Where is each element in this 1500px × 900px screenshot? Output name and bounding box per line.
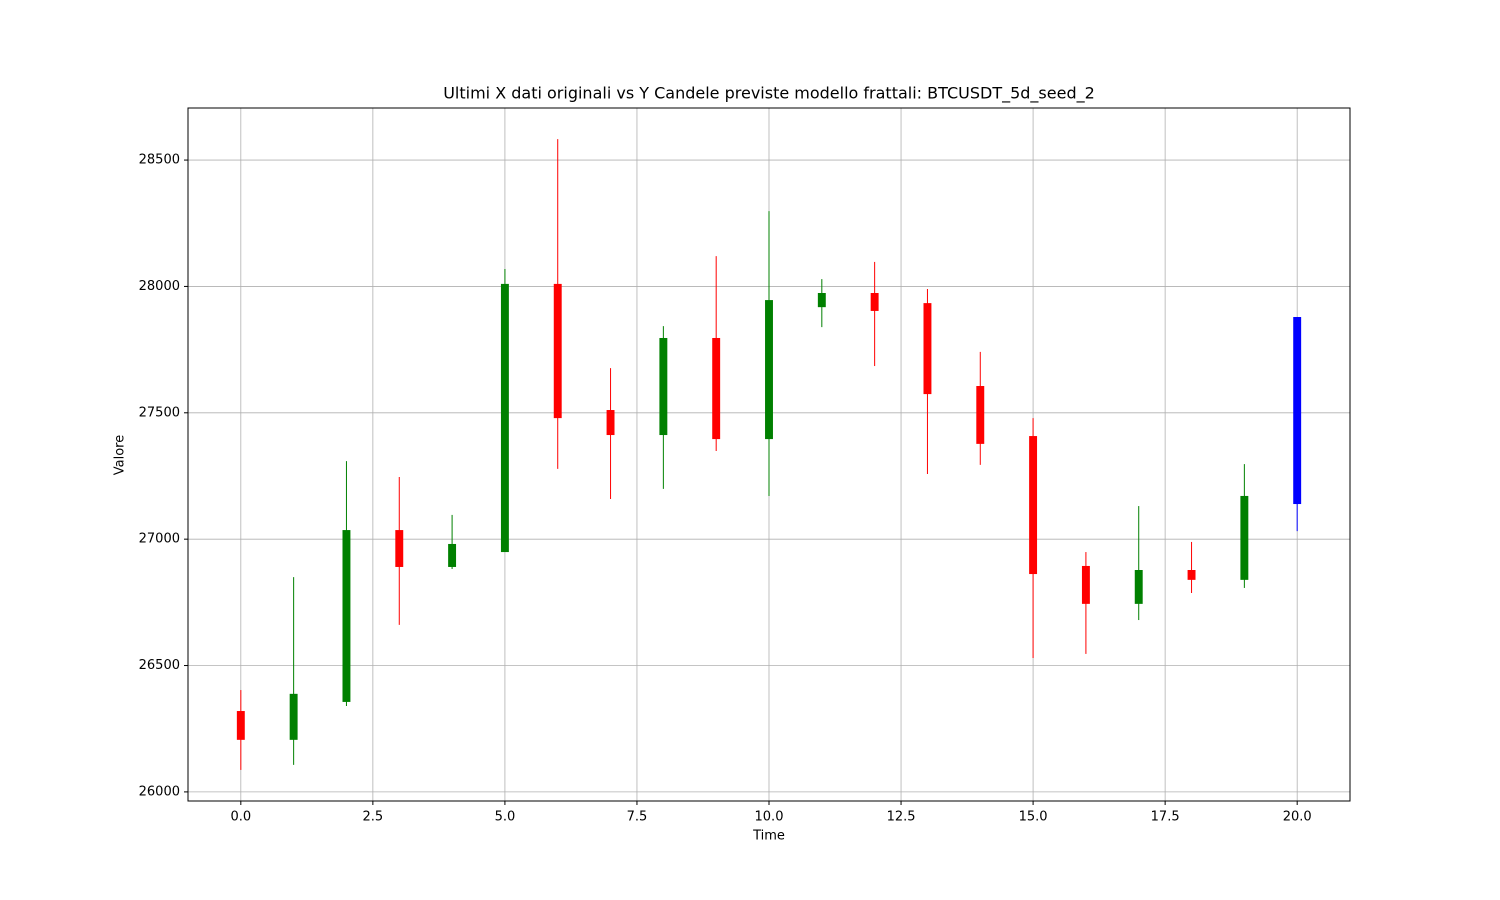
candle-body (1240, 495, 1249, 580)
x-tick-label: 20.0 (1283, 810, 1312, 825)
candle-body (395, 530, 404, 567)
candle-body (606, 410, 615, 436)
candle-body (712, 337, 721, 440)
candle-body (923, 303, 932, 395)
candle-body (289, 693, 298, 740)
candle-body (1187, 570, 1196, 580)
x-tick-label: 2.5 (363, 810, 384, 825)
candle-body (448, 543, 457, 567)
y-tick-label: 28000 (139, 279, 180, 294)
x-tick-label: 10.0 (755, 810, 784, 825)
x-tick-label: 7.5 (627, 810, 648, 825)
candle-body (870, 293, 879, 311)
candle-body (1134, 570, 1143, 604)
candle-body (1081, 565, 1090, 604)
x-tick-label: 5.0 (495, 810, 516, 825)
y-tick-label: 27500 (139, 405, 180, 420)
x-axis-label: Time (752, 829, 785, 844)
candle-body (1293, 317, 1302, 505)
candle-body (342, 530, 351, 702)
y-tick-label: 26000 (139, 784, 180, 799)
candle-body (817, 293, 826, 308)
candle-body (553, 283, 562, 419)
candle-body (236, 711, 245, 740)
candles (236, 139, 1302, 770)
x-tick-label: 17.5 (1151, 810, 1180, 825)
y-tick-label: 26500 (139, 658, 180, 673)
y-tick-label: 27000 (139, 532, 180, 547)
candle-body (1029, 436, 1038, 575)
y-tick-label: 28500 (139, 153, 180, 168)
candle-body (976, 386, 985, 444)
candle-body (765, 300, 773, 440)
chart-title: Ultimi X dati originali vs Y Candele pre… (443, 84, 1095, 104)
x-tick-label: 15.0 (1019, 810, 1048, 825)
y-axis-label: Valore (113, 435, 128, 475)
candle-body (659, 337, 668, 436)
x-tick-label: 12.5 (887, 810, 916, 825)
candle-body (500, 283, 509, 553)
x-tick-label: 0.0 (230, 810, 251, 825)
